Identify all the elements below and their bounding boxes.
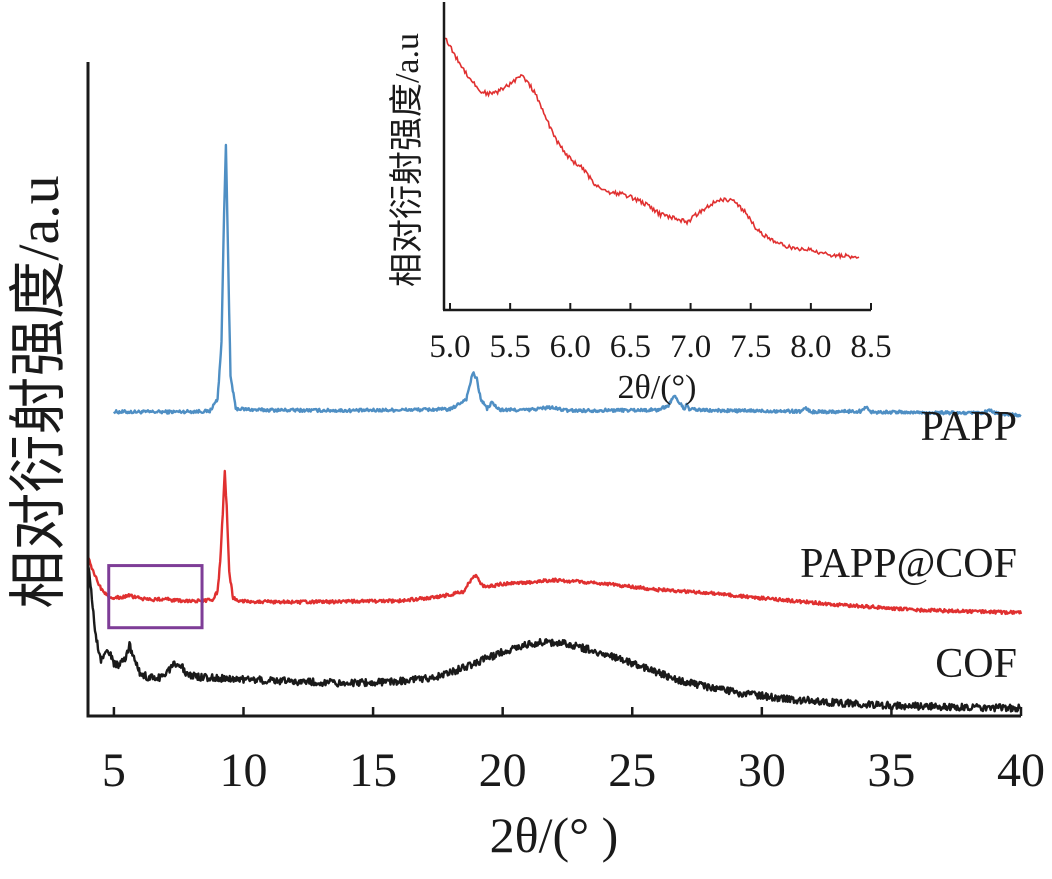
main-x-tick-label: 20 xyxy=(479,744,527,797)
inset-x-tick-label: 5.5 xyxy=(490,329,531,365)
main-x-tick-label: 35 xyxy=(867,744,915,797)
inset-series-line-papp-cof xyxy=(443,37,860,261)
inset-x-ticks: 5.0 5.5 6.0 6.5 7.0 7.5 8.0 8.5 xyxy=(429,303,892,365)
inset-plot: 5.0 5.5 6.0 6.5 7.0 7.5 8.0 8.5 2θ/(°) 相对衍射强度/a… xyxy=(388,2,892,406)
inset-x-tick-label: 6.5 xyxy=(610,329,651,365)
series-line-papp-cof xyxy=(87,469,1023,616)
main-x-tick-label: 10 xyxy=(220,744,268,797)
series-label-papp-cof: PAPP@COF xyxy=(800,541,1017,587)
series-line-cof xyxy=(86,565,1022,713)
main-series-group xyxy=(86,143,1023,713)
main-x-tick-label: 30 xyxy=(738,744,786,797)
series-label-papp: PAPP xyxy=(920,404,1017,450)
main-x-tick-label: 5 xyxy=(102,744,126,797)
series-line-papp xyxy=(112,143,1022,418)
inset-x-tick-label: 5.0 xyxy=(429,329,470,365)
main-x-tick-label: 40 xyxy=(997,744,1045,797)
main-y-axis-label: 相对衍射强度/a.u xyxy=(6,175,71,608)
series-label-cof: COF xyxy=(935,641,1017,687)
inset-x-tick-label: 7.0 xyxy=(670,329,711,365)
inset-series-group xyxy=(443,37,860,261)
main-x-axis-label: 2θ/(° ) xyxy=(490,807,619,863)
inset-x-tick-label: 8.5 xyxy=(850,329,891,365)
inset-x-tick-label: 6.0 xyxy=(550,329,591,365)
inset-x-axis-label: 2θ/(°) xyxy=(618,369,697,406)
inset-x-tick-label: 8.0 xyxy=(790,329,831,365)
main-x-tick-label: 25 xyxy=(608,744,656,797)
main-x-ticks: 5 10 15 20 25 30 35 40 xyxy=(102,707,1045,797)
inset-x-tick-label: 7.5 xyxy=(730,329,771,365)
inset-y-axis-label: 相对衍射强度/a.u xyxy=(388,33,426,287)
zoom-region-box xyxy=(107,564,204,630)
main-x-tick-label: 15 xyxy=(349,744,397,797)
main-series-labels: PAPP PAPP@COF COF xyxy=(800,404,1017,687)
